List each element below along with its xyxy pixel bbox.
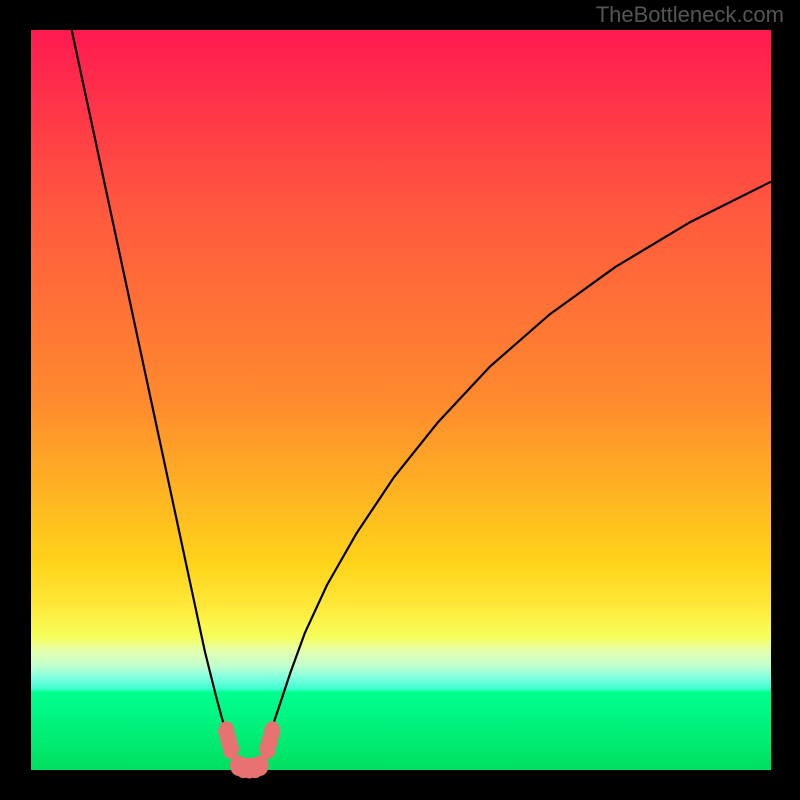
bottleneck-curve — [72, 30, 771, 769]
data-marker — [264, 721, 280, 742]
watermark-text: TheBottleneck.com — [596, 2, 784, 28]
chart-svg-layer — [0, 0, 800, 800]
